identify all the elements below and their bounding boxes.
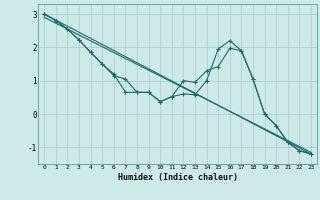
X-axis label: Humidex (Indice chaleur): Humidex (Indice chaleur) [118,173,238,182]
